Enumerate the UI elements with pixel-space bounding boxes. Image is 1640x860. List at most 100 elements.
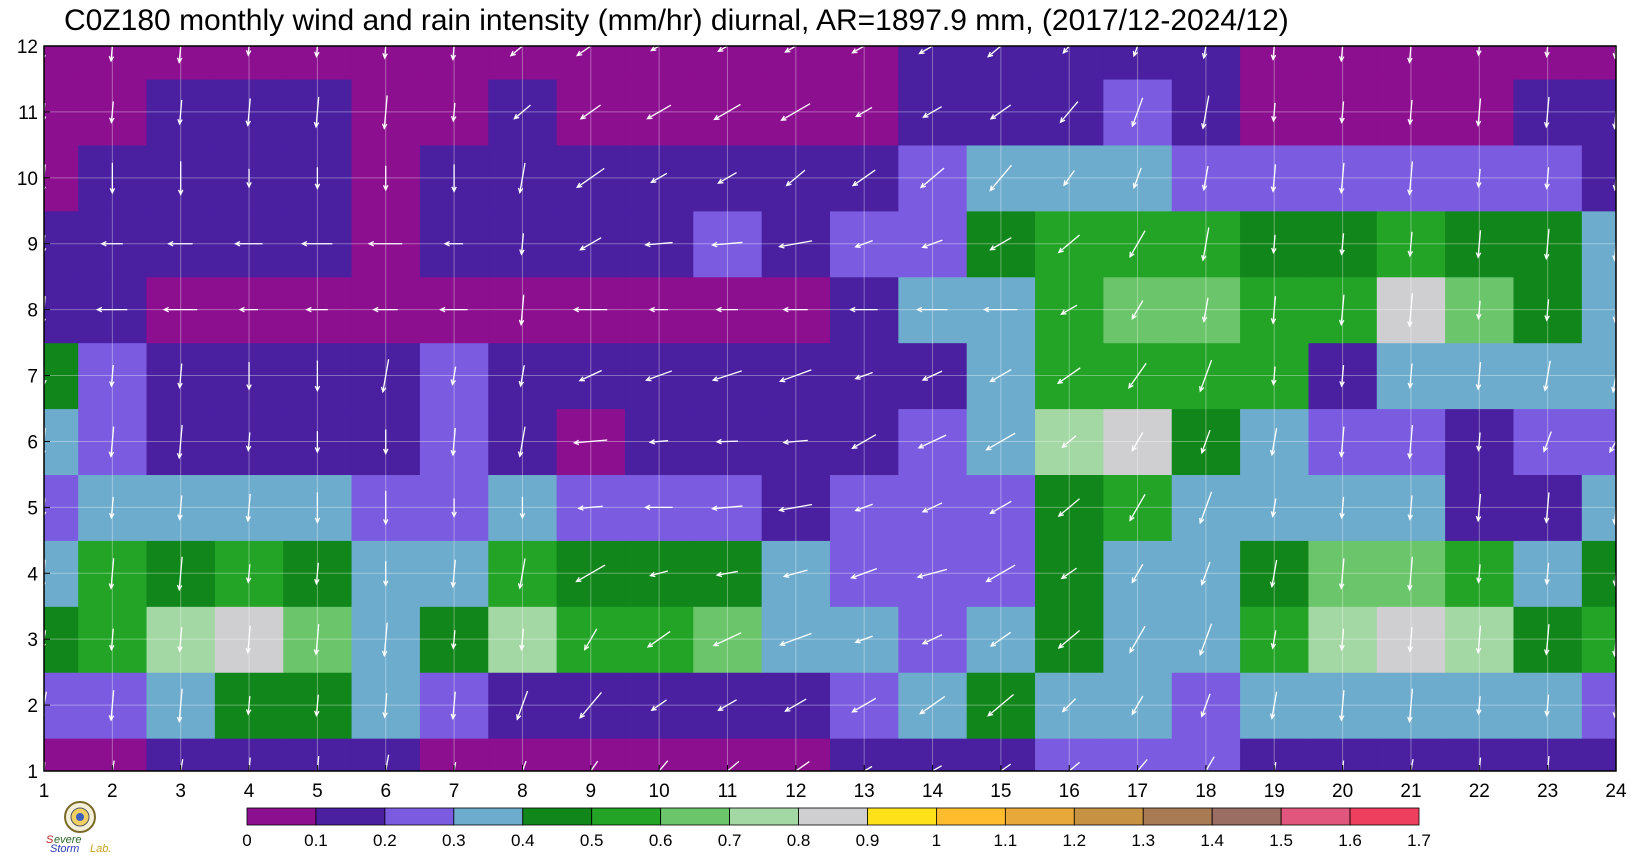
wind-arrow xyxy=(95,306,128,313)
colorbar-label: 0 xyxy=(242,831,251,850)
wind-arrow xyxy=(576,46,592,57)
wind-arrow xyxy=(916,568,948,579)
wind-arrow xyxy=(1062,46,1071,55)
colorbar-swatch xyxy=(1073,807,1144,826)
wind-arrow xyxy=(100,240,123,247)
wind-arrow xyxy=(1407,627,1414,653)
y-tick-label: 4 xyxy=(27,564,38,585)
wind-arrow xyxy=(109,101,115,124)
wind-arrow xyxy=(1201,227,1210,262)
wind-arrow xyxy=(1061,435,1077,449)
wind-arrow xyxy=(109,496,115,520)
wind-arrow xyxy=(385,754,390,771)
wind-arrow xyxy=(177,627,183,653)
colorbar-swatch xyxy=(936,807,1006,826)
wind-arrow xyxy=(1199,491,1213,525)
wind-arrow xyxy=(987,693,1014,717)
wind-arrow xyxy=(1475,230,1482,259)
wind-arrow xyxy=(450,46,457,61)
wind-arrow xyxy=(1136,759,1148,771)
colorbar-swatch xyxy=(1211,807,1282,826)
wind-arrow xyxy=(518,365,525,388)
wind-arrow xyxy=(176,424,183,460)
wind-arrow xyxy=(1201,46,1208,60)
x-tick-label: 5 xyxy=(312,781,323,802)
y-tick-label: 7 xyxy=(27,367,38,388)
lab-logo: S evere Storm Lab. xyxy=(44,797,116,855)
wind-arrow xyxy=(245,98,251,127)
x-tick-label: 8 xyxy=(517,781,528,802)
wind-arrow xyxy=(982,306,1018,313)
wind-arrow xyxy=(176,688,183,724)
wind-arrow xyxy=(1542,431,1552,453)
wind-arrow xyxy=(650,172,668,184)
wind-arrow xyxy=(794,761,810,771)
wind-arrow xyxy=(245,493,251,523)
wind-arrow xyxy=(450,559,457,589)
wind-arrow xyxy=(850,568,878,580)
wind-arrow xyxy=(711,370,742,382)
wind-arrow xyxy=(450,427,457,457)
y-tick-label: 3 xyxy=(27,630,38,651)
svg-text:evere: evere xyxy=(54,834,82,846)
wind-arrow xyxy=(726,760,740,771)
wind-arrow xyxy=(1612,631,1616,658)
x-tick-label: 17 xyxy=(1127,781,1148,802)
wind-arrow xyxy=(1271,234,1277,255)
wind-arrow xyxy=(784,46,798,53)
rain-cell xyxy=(1035,46,1104,80)
wind-arrow xyxy=(234,240,263,247)
wind-arrow xyxy=(519,496,526,520)
wind-arrow xyxy=(305,306,328,313)
wind-arrow xyxy=(1205,756,1215,771)
wind-arrow xyxy=(577,505,603,511)
wind-arrow xyxy=(451,164,457,193)
wind-arrow xyxy=(711,505,743,512)
wind-arrow xyxy=(851,434,877,449)
wind-arrows xyxy=(44,46,1616,771)
wind-arrow xyxy=(1271,366,1277,386)
wind-arrow xyxy=(245,46,252,57)
wind-arrow xyxy=(778,369,812,383)
rain-cell xyxy=(351,46,421,80)
wind-arrow xyxy=(382,46,388,60)
wind-arrow xyxy=(382,561,389,587)
svg-text:Storm: Storm xyxy=(50,843,79,855)
wind-arrow xyxy=(1475,98,1482,127)
rain-cell xyxy=(1581,672,1616,739)
wind-arrow xyxy=(1270,296,1277,325)
wind-arrow xyxy=(1338,558,1345,590)
colorbar-swatch xyxy=(522,807,593,826)
wind-arrow xyxy=(513,104,531,120)
wind-arrow xyxy=(382,429,389,455)
wind-arrow xyxy=(1201,95,1210,130)
wind-arrow xyxy=(1543,624,1550,656)
x-tick-label: 4 xyxy=(244,781,255,802)
wind-arrow xyxy=(382,490,389,526)
wind-arrow xyxy=(1609,440,1616,454)
wind-arrow xyxy=(1544,167,1550,190)
wind-arrow xyxy=(931,765,942,771)
wind-arrow xyxy=(1407,688,1414,724)
x-tick-label: 9 xyxy=(585,781,596,802)
wind-arrow xyxy=(1407,231,1414,258)
wind-arrow xyxy=(1129,494,1146,522)
wind-arrow xyxy=(1475,362,1482,391)
wind-arrow xyxy=(1339,496,1345,520)
wind-arrow xyxy=(1200,429,1211,455)
colorbar-swatch xyxy=(729,807,799,826)
rain-cell xyxy=(1581,342,1616,410)
wind-arrow xyxy=(1200,561,1211,586)
rain-cell xyxy=(1581,210,1616,278)
wind-arrow xyxy=(1476,696,1482,716)
wind-arrow xyxy=(450,102,457,123)
wind-arrow xyxy=(313,624,320,656)
wind-arrow xyxy=(1270,46,1277,61)
colorbar-swatch xyxy=(246,807,317,826)
rain-heatmap xyxy=(44,46,1616,771)
wind-arrow xyxy=(108,46,115,63)
wind-arrow xyxy=(1544,46,1550,58)
wind-arrow xyxy=(1478,757,1482,771)
wind-arrow xyxy=(450,691,457,721)
wind-arrow xyxy=(989,631,1012,647)
